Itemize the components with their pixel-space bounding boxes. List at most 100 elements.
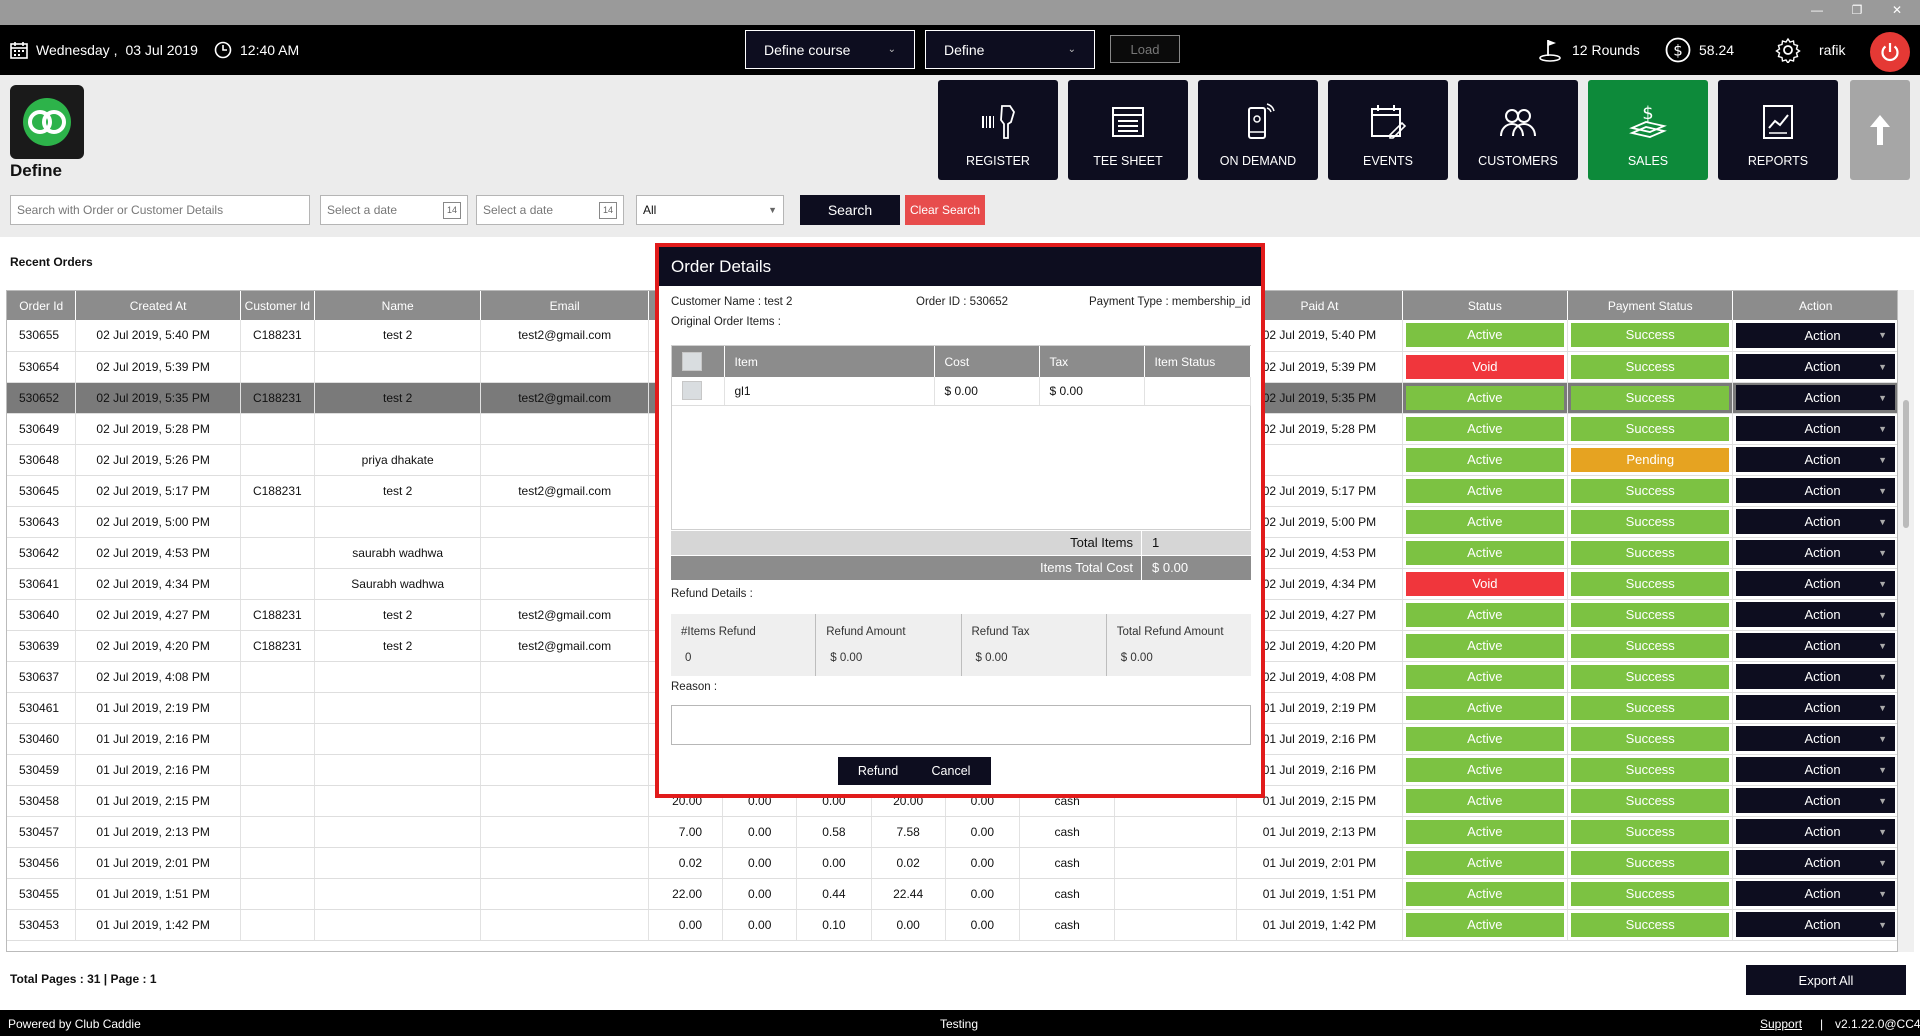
- rounds-text: 12 Rounds: [1572, 42, 1640, 58]
- power-icon[interactable]: [1870, 32, 1910, 72]
- chevron-down-icon: ▼: [1878, 764, 1887, 775]
- action-dropdown[interactable]: Action ▼: [1736, 602, 1895, 627]
- action-dropdown[interactable]: Action ▼: [1736, 385, 1895, 410]
- nav-on-demand[interactable]: ON DEMAND: [1198, 80, 1318, 180]
- table-row[interactable]: 530456 01 Jul 2019, 2:01 PM 0.02 0.00 0.00 0.…: [7, 847, 1897, 879]
- order-search-input[interactable]: Search with Order or Customer Details: [10, 195, 310, 225]
- gear-icon[interactable]: [1775, 37, 1801, 63]
- row-checkbox[interactable]: [672, 377, 725, 406]
- col-header[interactable]: Order Id: [7, 291, 77, 320]
- action-dropdown[interactable]: Action ▼: [1736, 664, 1895, 689]
- select-all-checkbox[interactable]: [672, 346, 725, 377]
- status-cell: Void: [1402, 351, 1569, 383]
- action-label: Action: [1804, 762, 1841, 777]
- grid-scrollbar[interactable]: [1898, 290, 1914, 952]
- load-button[interactable]: Load: [1110, 35, 1180, 63]
- action-dropdown[interactable]: Action ▼: [1736, 509, 1895, 534]
- table-row[interactable]: 530453 01 Jul 2019, 1:42 PM 0.00 0.00 0.10 0.…: [7, 909, 1897, 941]
- start-date-input[interactable]: Select a date 14: [320, 195, 468, 225]
- course-select[interactable]: Define course ⌄: [745, 30, 915, 69]
- col-header[interactable]: Email: [480, 291, 649, 320]
- action-dropdown[interactable]: Action ▼: [1736, 850, 1895, 875]
- cancel-button[interactable]: Cancel: [911, 757, 991, 785]
- reason-input[interactable]: [671, 705, 1251, 745]
- refund-button[interactable]: Refund: [838, 757, 918, 785]
- payment-status-badge: Success: [1571, 819, 1730, 844]
- col-item: Item: [724, 346, 935, 377]
- action-dropdown[interactable]: Action ▼: [1736, 912, 1895, 937]
- action-label: Action: [1804, 576, 1841, 591]
- table-cell: [314, 692, 482, 724]
- status-filter-select[interactable]: All ▼: [636, 195, 784, 225]
- table-cell: 530639: [7, 630, 77, 662]
- clock-icon: [214, 41, 232, 59]
- nav-tee-sheet[interactable]: TEE SHEET: [1068, 80, 1188, 180]
- scrollbar-thumb[interactable]: [1903, 400, 1909, 528]
- col-header[interactable]: Payment Status: [1567, 291, 1734, 320]
- chevron-down-icon: ▼: [1878, 485, 1887, 496]
- action-dropdown[interactable]: Action ▼: [1736, 881, 1895, 906]
- action-dropdown[interactable]: Action ▼: [1736, 788, 1895, 813]
- col-header[interactable]: Customer Id: [240, 291, 315, 320]
- nav-sales[interactable]: $ SALES: [1588, 80, 1708, 180]
- table-row[interactable]: 530458 01 Jul 2019, 2:15 PM 20.00 0.00 0.00 2…: [7, 785, 1897, 817]
- close-icon[interactable]: ✕: [1891, 3, 1903, 17]
- table-cell: [480, 909, 649, 941]
- table-cell: [314, 816, 482, 848]
- calendar-icon[interactable]: 14: [443, 202, 461, 219]
- action-dropdown[interactable]: Action ▼: [1736, 540, 1895, 565]
- table-cell: [480, 754, 649, 786]
- nav-register[interactable]: REGISTER: [938, 80, 1058, 180]
- table-cell: 02 Jul 2019, 4:27 PM: [75, 599, 241, 631]
- table-cell: 0.10: [796, 909, 872, 941]
- col-header[interactable]: Status: [1402, 291, 1569, 320]
- item-row[interactable]: gl1 $ 0.00 $ 0.00: [672, 377, 1251, 406]
- scroll-up-button[interactable]: [1850, 80, 1910, 180]
- nav-events[interactable]: EVENTS: [1328, 80, 1448, 180]
- export-all-button[interactable]: Export All: [1746, 965, 1906, 995]
- nav-customers[interactable]: CUSTOMERS: [1458, 80, 1578, 180]
- col-cost: Cost: [934, 346, 1040, 377]
- table-cell: test2@gmail.com: [480, 630, 649, 662]
- table-cell: [1114, 878, 1238, 910]
- define-select[interactable]: Define ⌄: [925, 30, 1095, 69]
- action-dropdown[interactable]: Action ▼: [1736, 447, 1895, 472]
- table-cell: [480, 847, 649, 879]
- action-dropdown[interactable]: Action ▼: [1736, 416, 1895, 441]
- action-dropdown[interactable]: Action ▼: [1736, 354, 1895, 379]
- table-cell: [314, 661, 482, 693]
- payment-status-badge: Success: [1571, 354, 1730, 379]
- support-link[interactable]: Support: [1760, 1017, 1803, 1031]
- col-header[interactable]: Created At: [75, 291, 241, 320]
- action-dropdown[interactable]: Action ▼: [1736, 478, 1895, 503]
- table-cell: 02 Jul 2019, 5:00 PM: [75, 506, 241, 538]
- action-dropdown[interactable]: Action ▼: [1736, 695, 1895, 720]
- nav-reports[interactable]: REPORTS: [1718, 80, 1838, 180]
- table-cell: [240, 537, 315, 569]
- action-dropdown[interactable]: Action ▼: [1736, 571, 1895, 596]
- restore-icon[interactable]: ❐: [1851, 3, 1863, 17]
- table-cell: 0.00: [722, 878, 798, 910]
- table-cell: 02 Jul 2019, 5:28 PM: [75, 413, 241, 445]
- col-header[interactable]: Name: [314, 291, 482, 320]
- user-menu[interactable]: rafik: [1775, 25, 1845, 75]
- action-label: Action: [1804, 824, 1841, 839]
- table-cell: [240, 444, 315, 476]
- action-dropdown[interactable]: Action ▼: [1736, 757, 1895, 782]
- table-cell: test2@gmail.com: [480, 382, 649, 414]
- action-dropdown[interactable]: Action ▼: [1736, 322, 1895, 348]
- col-header[interactable]: Action: [1732, 291, 1897, 320]
- clear-search-button[interactable]: Clear Search: [905, 195, 985, 225]
- status-badge: Active: [1405, 819, 1565, 844]
- minimize-icon[interactable]: —: [1811, 3, 1823, 17]
- status-cell: Active: [1402, 630, 1569, 662]
- search-button[interactable]: Search: [800, 195, 900, 225]
- calendar-icon[interactable]: 14: [599, 202, 617, 219]
- end-date-input[interactable]: Select a date 14: [476, 195, 624, 225]
- status-cell: Active: [1402, 816, 1569, 848]
- action-dropdown[interactable]: Action ▼: [1736, 726, 1895, 751]
- table-row[interactable]: 530455 01 Jul 2019, 1:51 PM 22.00 0.00 0.44 2…: [7, 878, 1897, 910]
- action-dropdown[interactable]: Action ▼: [1736, 819, 1895, 844]
- action-dropdown[interactable]: Action ▼: [1736, 633, 1895, 658]
- table-row[interactable]: 530457 01 Jul 2019, 2:13 PM 7.00 0.00 0.58 7.…: [7, 816, 1897, 848]
